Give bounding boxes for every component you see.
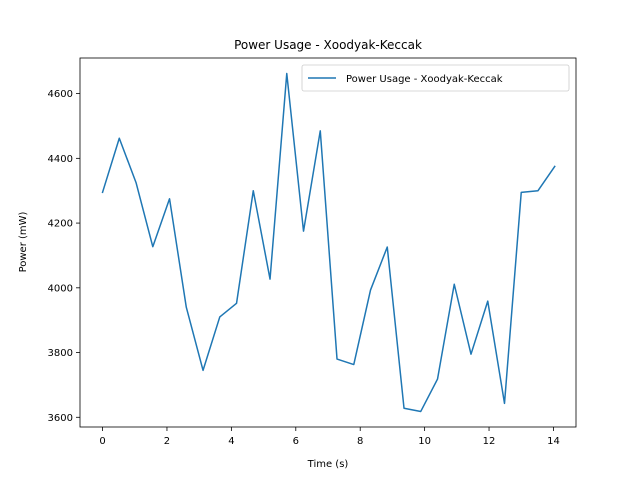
x-tick-label: 14 bbox=[547, 436, 560, 447]
series-line-power-usage bbox=[101, 72, 556, 413]
x-tick-label: 2 bbox=[164, 436, 170, 447]
x-axis-ticks: 0 2 4 6 8 10 12 14 bbox=[99, 427, 560, 447]
y-axis-label: Power (mW) bbox=[18, 211, 29, 272]
y-tick-label: 3600 bbox=[48, 413, 73, 424]
y-tick-label: 4400 bbox=[48, 154, 73, 165]
legend-label: Power Usage - Xoodyak-Keccak bbox=[346, 74, 503, 85]
chart-title: Power Usage - Xoodyak-Keccak bbox=[234, 38, 422, 52]
x-tick-label: 4 bbox=[228, 436, 234, 447]
y-tick-label: 4200 bbox=[48, 219, 73, 230]
legend: Power Usage - Xoodyak-Keccak bbox=[301, 64, 570, 92]
y-axis-ticks: 3600 3800 4000 4200 4400 4600 bbox=[48, 89, 80, 424]
x-axis-label: Time (s) bbox=[307, 459, 349, 470]
plot-frame bbox=[79, 57, 577, 428]
x-tick-label: 10 bbox=[418, 436, 431, 447]
y-tick-label: 3800 bbox=[48, 348, 73, 359]
y-tick-label: 4600 bbox=[48, 89, 73, 100]
legend-box bbox=[301, 64, 570, 92]
x-tick-label: 6 bbox=[293, 436, 299, 447]
y-tick-label: 4000 bbox=[48, 283, 73, 294]
x-tick-label: 12 bbox=[483, 436, 496, 447]
x-tick-label: 0 bbox=[99, 436, 105, 447]
x-tick-label: 8 bbox=[357, 436, 363, 447]
